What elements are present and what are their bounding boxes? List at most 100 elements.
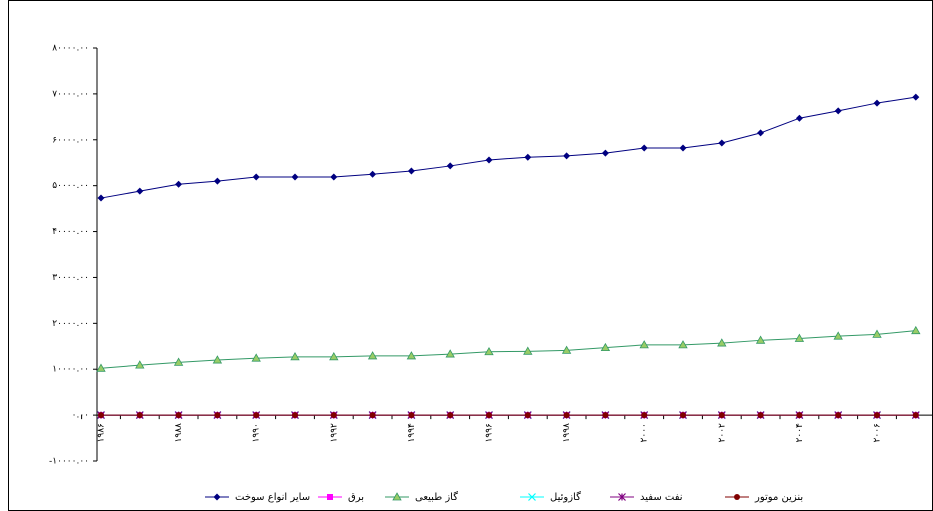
y-tick-label: ۴۰۰۰۰.۰۰: [52, 227, 89, 237]
marker: [795, 114, 803, 122]
y-tick-label: ۶۰۰۰۰.۰۰: [52, 135, 89, 145]
marker: [601, 149, 609, 157]
x-tick-label: ۱۹۹۰: [252, 423, 262, 442]
x-tick-label: ۱۹۹۴: [407, 423, 417, 443]
marker: [794, 333, 805, 342]
marker: [135, 360, 145, 369]
marker: [213, 177, 221, 185]
marker: [834, 107, 842, 115]
marker: [911, 325, 921, 335]
marker: [835, 412, 842, 419]
marker: [329, 352, 339, 361]
x-tick-label: ۱۹۸۶: [97, 423, 107, 443]
marker: [912, 93, 920, 101]
marker: [369, 412, 376, 419]
marker: [679, 144, 687, 152]
legend-label: گاز طبیعی: [415, 491, 458, 503]
legend-label: بنزین موتور: [754, 492, 803, 503]
x-tick-label: ۲۰۰۴: [795, 423, 805, 443]
legend-item: برق: [318, 492, 364, 503]
marker: [486, 412, 492, 419]
legend-marker: [213, 493, 221, 501]
marker: [290, 352, 300, 361]
marker: [485, 156, 493, 164]
x-tick-label: ۱۹۹۶: [485, 423, 495, 443]
marker: [97, 194, 105, 202]
marker: [561, 345, 572, 354]
legend-item: گازوئیل: [520, 491, 581, 503]
y-tick-label: ۵۰۰۰۰.۰۰: [52, 181, 89, 191]
legend-marker: [392, 492, 402, 501]
marker: [445, 349, 455, 358]
marker: [98, 412, 104, 419]
marker: [96, 363, 106, 372]
marker: [251, 353, 261, 362]
chart-frame: [8, 0, 933, 511]
marker: [680, 412, 686, 419]
marker: [563, 152, 571, 160]
marker: [214, 412, 221, 419]
marker: [524, 153, 532, 161]
y-tick-label: ۲۰۰۰۰.۰۰: [52, 319, 89, 329]
legend-item: بنزین موتور: [725, 492, 803, 503]
marker: [718, 139, 726, 147]
marker: [640, 144, 648, 152]
marker: [252, 173, 260, 181]
y-tick-label: ۱۰۰۰۰.۰۰: [52, 365, 89, 375]
x-tick-label: ۲۰۰۰: [640, 423, 650, 442]
series: [98, 412, 919, 419]
marker: [563, 412, 570, 419]
marker: [523, 346, 533, 355]
legend-marker: [618, 493, 626, 501]
marker: [330, 412, 337, 419]
marker: [253, 412, 260, 419]
marker: [639, 340, 649, 349]
marker: [175, 412, 182, 419]
x-tick-label: ۲۰۰۲: [717, 423, 727, 443]
marker: [407, 167, 415, 175]
marker: [873, 99, 881, 107]
marker: [757, 129, 765, 137]
x-tick-label: ۱۹۹۲: [329, 423, 339, 443]
legend-item: نفت سفید: [610, 492, 683, 503]
y-tick-label: ۳۰۰۰۰.۰۰: [52, 273, 89, 283]
marker: [330, 173, 338, 181]
marker: [291, 173, 299, 181]
marker: [755, 335, 766, 344]
x-tick-label: ۲۰۰۶: [873, 423, 883, 443]
marker: [212, 355, 223, 364]
legend-marker: [327, 494, 333, 500]
marker: [641, 412, 648, 419]
series: [96, 325, 921, 372]
marker: [757, 412, 764, 419]
legend-label: گازوئیل: [550, 491, 581, 503]
marker: [717, 338, 727, 347]
marker: [173, 357, 184, 366]
marker: [447, 412, 454, 419]
marker: [524, 412, 531, 419]
marker: [796, 412, 803, 419]
marker: [367, 351, 378, 360]
y-tick-label: -۱۰۰۰۰.۰۰: [49, 457, 89, 467]
series-line: [100, 96, 916, 199]
marker: [718, 412, 725, 419]
legend-marker: [528, 493, 536, 501]
marker: [602, 412, 609, 419]
x-tick-label: ۱۹۹۸: [562, 423, 572, 443]
legend-item: سایر انواع سوخت: [205, 492, 310, 503]
marker: [833, 331, 843, 340]
marker: [136, 412, 143, 419]
marker: [406, 351, 417, 360]
marker: [872, 329, 882, 338]
marker: [600, 342, 611, 352]
y-tick-label: ۷۰۰۰۰.۰۰: [52, 89, 89, 99]
legend-label: سایر انواع سوخت: [235, 492, 310, 503]
marker: [446, 162, 454, 170]
series-line: [100, 330, 916, 369]
marker: [369, 170, 377, 178]
marker: [678, 340, 688, 349]
x-tick-label: ۱۹۸۸: [174, 423, 184, 443]
legend-label: نفت سفید: [640, 492, 683, 503]
legend-label: برق: [348, 492, 364, 503]
